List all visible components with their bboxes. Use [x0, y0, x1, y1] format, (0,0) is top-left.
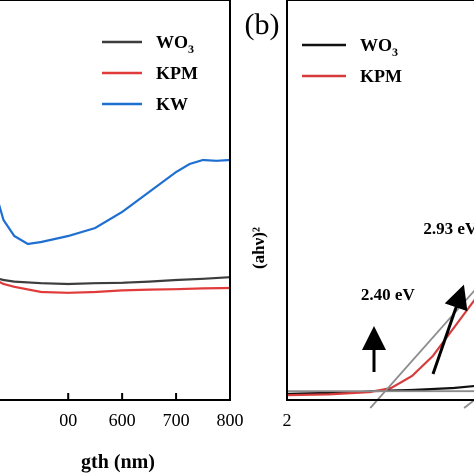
panel-b-legend-label: KPM	[360, 66, 402, 86]
panel-b-arrow-2-93	[431, 284, 468, 375]
panel-a-legend-label: KW	[156, 94, 188, 114]
panel-a-x-tick-label: 00	[59, 410, 77, 430]
panel-a-plot: 00 600 700 800 WO3 KPM KW gth (nm)	[0, 0, 244, 473]
panel-a-x-tick-label: 700	[163, 410, 190, 430]
panel-a-legend: WO3 KPM KW	[102, 32, 198, 114]
panel-b-frame	[286, 0, 474, 401]
panel-b-legend-label: WO3	[360, 35, 398, 59]
panel-b-annotation-label: 2.93 eV	[423, 219, 474, 238]
panel-b-annotation-label: 2.40 eV	[361, 285, 416, 304]
panel-a-x-label: gth (nm)	[81, 451, 155, 473]
panel-a-series-kw	[0, 158, 231, 246]
panel-b-label: (b)	[245, 8, 280, 41]
panel-b-series-guide-3	[369, 289, 474, 409]
panel-b-series-wo3	[286, 384, 474, 396]
panel-a-series-wo3	[0, 276, 231, 286]
panel-b-x-tick-label: 2	[283, 410, 292, 430]
panel-a-frame	[0, 0, 231, 401]
panel-a-legend-label: WO3	[156, 32, 194, 56]
panel-a-legend-label: KPM	[156, 63, 198, 83]
panel-a-series-kpm	[0, 281, 231, 294]
panel-b-legend: WO3 KPM	[302, 35, 402, 86]
panel-a-x-tick-label: 600	[109, 410, 136, 430]
panel-b-y-label: (ahν)²	[249, 227, 268, 269]
panel-b-series-kpm	[286, 298, 474, 397]
panel-a-x-tick-label: 800	[217, 410, 244, 430]
